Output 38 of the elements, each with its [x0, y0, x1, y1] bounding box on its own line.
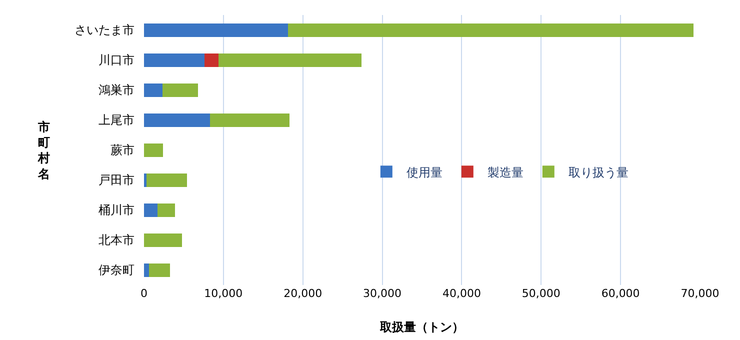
y-tick-label: 伊奈町 [98, 263, 135, 278]
bar [146, 173, 187, 187]
legend-label: 製造量 [487, 165, 524, 180]
y-tick-label: 川口市 [98, 53, 135, 68]
bar [144, 53, 204, 67]
bar [210, 113, 290, 127]
x-tick-label: 60,000 [601, 287, 640, 300]
bar [288, 23, 694, 37]
x-tick-label: 0 [140, 287, 148, 300]
bar [158, 203, 175, 217]
bar [144, 203, 158, 217]
y-tick-label: 鴻巣市 [98, 83, 135, 98]
legend-label: 使用量 [406, 165, 442, 180]
x-axis-title: 取扱量（トン） [379, 320, 464, 334]
y-tick-label: 桶川市 [98, 203, 135, 218]
bar [144, 143, 164, 157]
bar [218, 53, 362, 67]
y-tick-label: 北本市 [98, 233, 135, 248]
y-axis-title: 市町村名 [37, 120, 50, 181]
y-tick-label: 戸田市 [98, 173, 135, 188]
y-tick-label: 蕨市 [110, 143, 135, 158]
x-tick-label: 40,000 [442, 287, 481, 300]
bar [204, 53, 219, 67]
bar [144, 233, 182, 247]
x-tick-label: 70,000 [680, 287, 720, 300]
y-tick-label: さいたま市 [74, 23, 135, 38]
bar [148, 263, 170, 277]
bar [144, 263, 149, 277]
bar [162, 83, 198, 97]
legend-label: 取り扱う量 [568, 165, 628, 180]
bar [144, 113, 210, 127]
bar [144, 83, 162, 97]
bar [144, 23, 288, 37]
x-tick-label: 20,000 [284, 287, 322, 300]
x-tick-label: 10,000 [204, 287, 243, 300]
x-tick-label: 30,000 [363, 287, 402, 300]
y-tick-label: 上尾市 [98, 113, 135, 128]
x-tick-label: 50,000 [522, 287, 560, 300]
